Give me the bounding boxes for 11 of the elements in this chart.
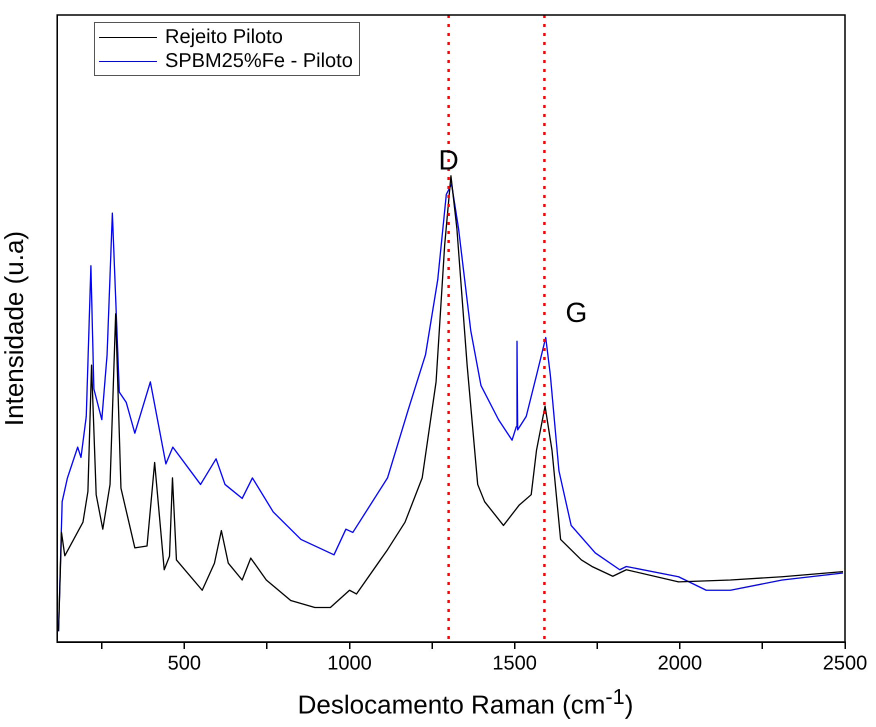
x-axis-title: Deslocamento Raman (cm$^{-1}$) [296,684,634,721]
annotation: G [566,296,588,328]
x-tick-label: 1500 [492,652,537,675]
legend-label: Rejeito Piloto [165,25,283,49]
x-tick-label: 2000 [658,652,702,675]
annotation: D [438,144,459,176]
x-tick-label: 2500 [822,652,868,675]
y-axis-title: Intensidade (u.a) [0,230,29,426]
x-tick-label: 500 [168,652,202,675]
x-tick-label: 1000 [327,652,372,675]
legend-label: SPBM25%Fe - Piloto [165,49,353,73]
